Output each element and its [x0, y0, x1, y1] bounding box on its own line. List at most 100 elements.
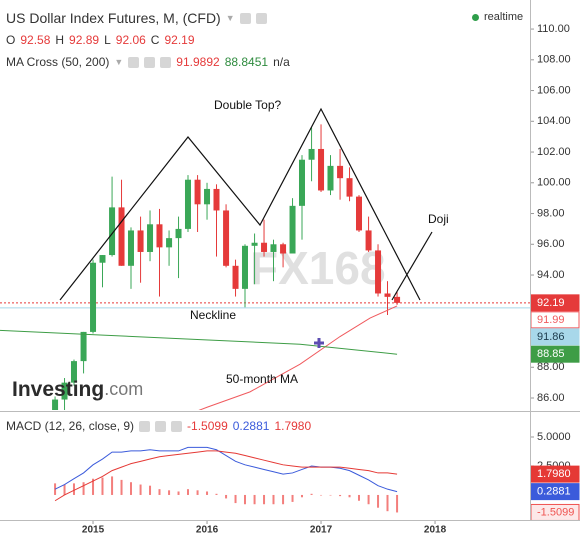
- histogram-bar: [253, 494, 256, 505]
- price-label: -1.5099: [537, 506, 574, 518]
- watermark-text: .com: [104, 379, 143, 399]
- histogram-bar: [272, 494, 275, 505]
- histogram-bar: [310, 493, 313, 495]
- candle-body: [327, 165, 334, 191]
- realtime-status: realtime: [472, 11, 523, 23]
- histogram-bar: [282, 494, 285, 505]
- y-tick-label: 110.00: [537, 23, 570, 35]
- indicator-title: MA Cross (50, 200): [6, 55, 110, 69]
- ohlc-key: O: [6, 33, 16, 47]
- y-tick-label: 106.00: [537, 84, 571, 96]
- icon[interactable]: [160, 56, 172, 68]
- histogram-bar: [206, 491, 209, 495]
- icon[interactable]: [144, 56, 156, 68]
- icon[interactable]: [239, 12, 251, 24]
- x-tick-label: 2015: [82, 525, 105, 536]
- histogram-bar: [225, 494, 228, 499]
- histogram-bar: [243, 494, 246, 505]
- y-tick-label: 108.00: [537, 54, 571, 66]
- histogram-bar: [386, 494, 389, 512]
- status-text: realtime: [484, 11, 524, 23]
- watermark-text: Investing: [12, 378, 104, 401]
- macd-line: [54, 446, 398, 493]
- candle-body: [90, 262, 97, 332]
- histogram-bar: [291, 494, 294, 502]
- price-label: 1.7980: [537, 468, 571, 480]
- histogram-bar: [357, 494, 360, 501]
- annotation: Doji: [428, 212, 449, 226]
- candle-body: [375, 250, 382, 294]
- candle-body: [298, 159, 305, 206]
- y-tick-label: 96.00: [537, 238, 565, 250]
- candle-body: [147, 224, 154, 252]
- annotation: Double Top?: [214, 98, 281, 112]
- main-pane: [0, 124, 530, 410]
- candle-body: [308, 148, 315, 160]
- caret[interactable]: ▼: [114, 57, 124, 67]
- histogram-bar: [329, 494, 332, 496]
- candle-body: [166, 238, 173, 248]
- price-label: 92.19: [537, 297, 565, 309]
- candle-body: [52, 399, 59, 410]
- macd-value: 0.2881: [232, 419, 270, 433]
- y-tick-label: 94.00: [537, 269, 565, 281]
- macd-legend-row: MACD (12, 26, close, 9) -1.5099 0.2881 1…: [6, 419, 311, 433]
- histogram-bar: [72, 483, 75, 495]
- y-tick-label: 88.00: [537, 361, 565, 373]
- candle-body: [223, 210, 230, 266]
- histogram-bar: [186, 489, 189, 495]
- histogram-bar: [348, 494, 351, 498]
- histogram-bar: [129, 482, 132, 495]
- histogram-bar: [320, 494, 323, 496]
- ma-line: [0, 329, 398, 355]
- candle-body: [80, 331, 87, 362]
- candle-body: [337, 165, 344, 179]
- candle-body: [318, 148, 325, 191]
- annotation: Neckline: [190, 308, 236, 322]
- histogram-bar: [92, 478, 95, 495]
- candle-body: [394, 296, 401, 303]
- y-tick-label: 102.00: [537, 146, 571, 158]
- icon[interactable]: [171, 420, 183, 432]
- indicator-value: 88.8451: [224, 55, 269, 69]
- histogram-bar: [158, 489, 161, 495]
- macd-value: -1.5099: [187, 419, 228, 433]
- price-label: 0.2881: [537, 486, 571, 498]
- candle-body: [261, 242, 268, 252]
- ohlc-value: 92.58: [20, 33, 51, 47]
- x-tick-label: 2016: [196, 525, 219, 536]
- y-tick-label: 5.0000: [537, 431, 571, 443]
- x-tick-label: 2017: [310, 525, 333, 536]
- candle-body: [213, 188, 220, 211]
- candle-body: [289, 205, 296, 254]
- macd-pane: [54, 446, 399, 513]
- indicator-row: MA Cross (50, 200) ▼ 91.9892 88.8451 n/a: [6, 55, 290, 69]
- icon[interactable]: [155, 420, 167, 432]
- ohlc-value: 92.89: [69, 33, 100, 47]
- candle-body: [137, 230, 144, 252]
- candle-body: [99, 255, 106, 263]
- histogram-bar: [177, 491, 180, 495]
- candle-body: [109, 207, 116, 256]
- candle-body: [280, 244, 287, 254]
- watermark-investing: Investing.com: [12, 378, 143, 401]
- icon[interactable]: [255, 12, 267, 24]
- watermark-fx168: FX168: [250, 242, 386, 294]
- icon[interactable]: [139, 420, 151, 432]
- histogram-bar: [215, 493, 218, 495]
- caret[interactable]: ▼: [225, 13, 235, 23]
- candle-body: [270, 244, 277, 252]
- histogram-bar: [168, 490, 171, 495]
- price-label: 88.85: [537, 348, 565, 360]
- y-tick-label: 100.00: [537, 177, 571, 189]
- histogram-bar: [263, 494, 266, 505]
- histogram-bar: [111, 476, 114, 495]
- y-tick-label: 104.00: [537, 115, 571, 127]
- doji-pointer: [391, 231, 433, 301]
- icon[interactable]: [128, 56, 140, 68]
- candle-body: [241, 245, 248, 289]
- histogram-bar: [396, 494, 399, 513]
- annotation: 50-month MA: [226, 372, 298, 386]
